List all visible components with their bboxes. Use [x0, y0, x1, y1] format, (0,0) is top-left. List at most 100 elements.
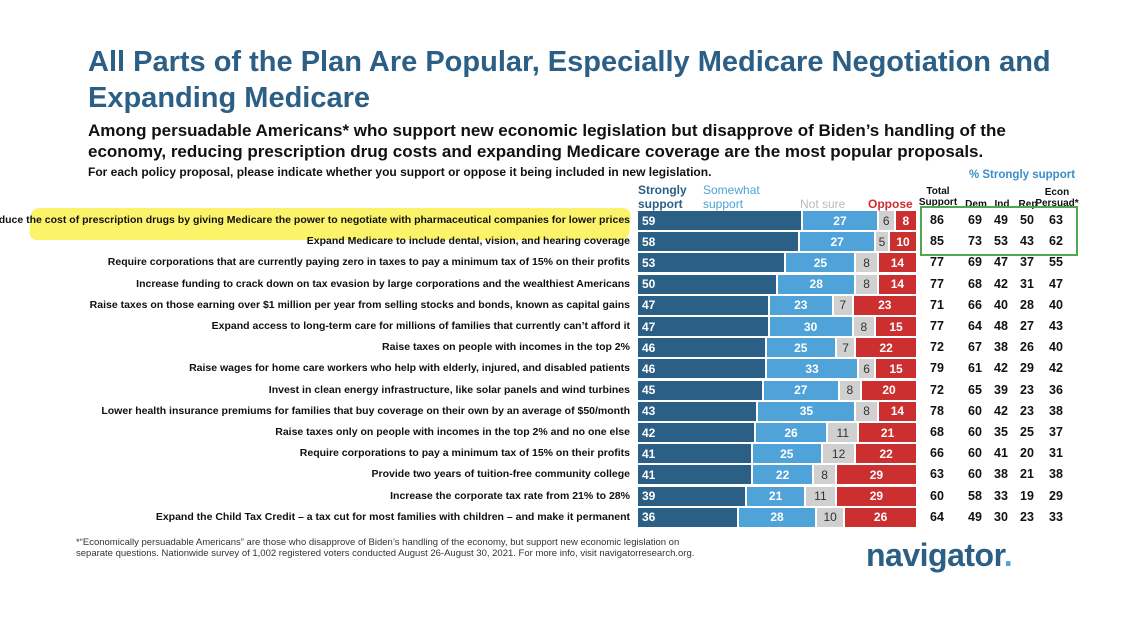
bar-strongly-support: 41 [638, 465, 751, 485]
econ-persuad-value: 38 [1049, 403, 1063, 418]
bar-oppose: 26 [845, 507, 916, 527]
total-support-value: 77 [930, 255, 944, 270]
bar-strongly-support: 39 [638, 486, 746, 506]
header-econ-persuad: Econ Persuad* [1035, 187, 1079, 209]
bar-somewhat-support: 23 [769, 295, 832, 315]
row-label: Increase funding to crack down on tax ev… [136, 277, 630, 290]
row-label: Raise taxes on people with incomes in th… [382, 341, 630, 354]
row-label: Expand the Child Tax Credit – a tax cut … [155, 510, 630, 523]
econ-persuad-value: 55 [1049, 255, 1063, 270]
bar-somewhat-support: 30 [769, 317, 852, 336]
page-subtitle: Among persuadable Americans* who support… [88, 121, 1006, 161]
total-support-value: 60 [930, 488, 944, 503]
rep-value: 23 [1020, 382, 1034, 397]
rep-value: 25 [1020, 425, 1034, 439]
dem-value: 65 [968, 382, 982, 397]
bar-somewhat-support: 21 [747, 486, 804, 506]
econ-persuad-value: 40 [1049, 297, 1063, 312]
ind-value: 30 [994, 509, 1008, 524]
bar-strongly-support: 36 [638, 507, 737, 527]
row-label: Raise wages for home care workers who he… [189, 362, 630, 375]
row-label: Raise taxes on those earning over $1 mil… [89, 298, 630, 311]
dem-value: 68 [968, 276, 982, 291]
row-label: Reduce the cost of prescription drugs by… [0, 214, 630, 226]
econ-persuad-value: 42 [1049, 361, 1063, 376]
bar-somewhat-support: 27 [800, 232, 874, 252]
survey-question: For each policy proposal, please indicat… [88, 165, 712, 179]
dem-value: 73 [968, 234, 982, 249]
total-support-value: 79 [930, 361, 944, 376]
econ-persuad-value: 47 [1049, 276, 1063, 291]
econ-persuad-value: 36 [1049, 382, 1063, 397]
bar-strongly-support: 53 [638, 253, 785, 273]
rep-value: 26 [1020, 340, 1034, 355]
econ-persuad-value: 29 [1049, 488, 1063, 503]
bar-oppose: 22 [856, 338, 916, 358]
rep-value: 19 [1020, 488, 1034, 503]
bar-oppose: 29 [836, 465, 916, 485]
ind-value: 39 [994, 382, 1008, 397]
bar-somewhat-support: 35 [758, 401, 855, 421]
econ-persuad-value: 31 [1049, 446, 1063, 461]
bar-not-sure: 8 [814, 465, 835, 485]
econ-persuad-value: 62 [1049, 234, 1063, 249]
bar-oppose: 23 [853, 295, 916, 315]
bar-somewhat-support: 26 [755, 423, 827, 442]
rep-value: 43 [1020, 234, 1034, 249]
dem-value: 67 [968, 340, 982, 355]
logo-text: navigator [866, 537, 1004, 573]
bar-oppose: 8 [895, 211, 916, 230]
bar-strongly-support: 46 [638, 359, 765, 379]
econ-persuad-value: 37 [1049, 425, 1063, 439]
dem-value: 69 [968, 255, 982, 270]
bar-oppose: 20 [862, 380, 916, 400]
econ-persuad-value: 38 [1049, 467, 1063, 482]
rep-value: 23 [1020, 509, 1034, 524]
total-support-value: 86 [930, 213, 944, 227]
bar-not-sure: 7 [834, 295, 852, 315]
total-support-value: 72 [930, 382, 944, 397]
dem-value: 60 [968, 403, 982, 418]
bar-not-sure: 12 [822, 444, 855, 464]
total-support-value: 63 [930, 467, 944, 482]
bar-strongly-support: 43 [638, 401, 757, 421]
dem-value: 66 [968, 297, 982, 312]
bar-strongly-support: 41 [638, 444, 751, 464]
ind-value: 42 [994, 403, 1008, 418]
header-pct-strongly-support: % Strongly support [968, 169, 1076, 181]
dem-value: 61 [968, 361, 982, 376]
rep-value: 29 [1020, 361, 1034, 376]
row-label: Raise taxes only on people with incomes … [275, 426, 630, 438]
header-somewhat-support: Somewhat support [703, 183, 760, 211]
bar-oppose: 21 [859, 423, 916, 442]
bar-not-sure: 6 [878, 211, 894, 230]
ind-value: 42 [994, 276, 1008, 291]
footnote: *“Economically persuadable Americans” ar… [76, 537, 695, 559]
bar-not-sure: 8 [856, 274, 877, 294]
total-support-value: 78 [930, 403, 944, 418]
dem-value: 49 [968, 509, 982, 524]
total-support-value: 85 [930, 234, 944, 249]
navigator-logo: navigator. [866, 537, 1013, 574]
dem-value: 58 [968, 488, 982, 503]
header-total-support: Total Support [918, 186, 958, 208]
bar-oppose: 14 [878, 401, 916, 421]
row-label: Expand access to long-term care for mill… [211, 320, 630, 332]
logo-dot: . [1003, 537, 1013, 573]
bar-oppose: 14 [878, 253, 916, 273]
total-support-value: 77 [930, 319, 944, 333]
ind-value: 40 [994, 297, 1008, 312]
bar-somewhat-support: 25 [786, 253, 855, 273]
total-support-value: 68 [930, 425, 944, 439]
bar-somewhat-support: 27 [764, 380, 838, 400]
ind-value: 38 [994, 467, 1008, 482]
ind-value: 33 [994, 488, 1008, 503]
bar-not-sure: 5 [876, 232, 888, 252]
rep-value: 37 [1020, 255, 1034, 270]
bar-oppose: 15 [876, 359, 916, 379]
bar-somewhat-support: 28 [738, 507, 816, 527]
dem-value: 64 [968, 319, 982, 333]
rep-value: 23 [1020, 403, 1034, 418]
dem-value: 60 [968, 467, 982, 482]
rep-value: 20 [1020, 446, 1034, 461]
